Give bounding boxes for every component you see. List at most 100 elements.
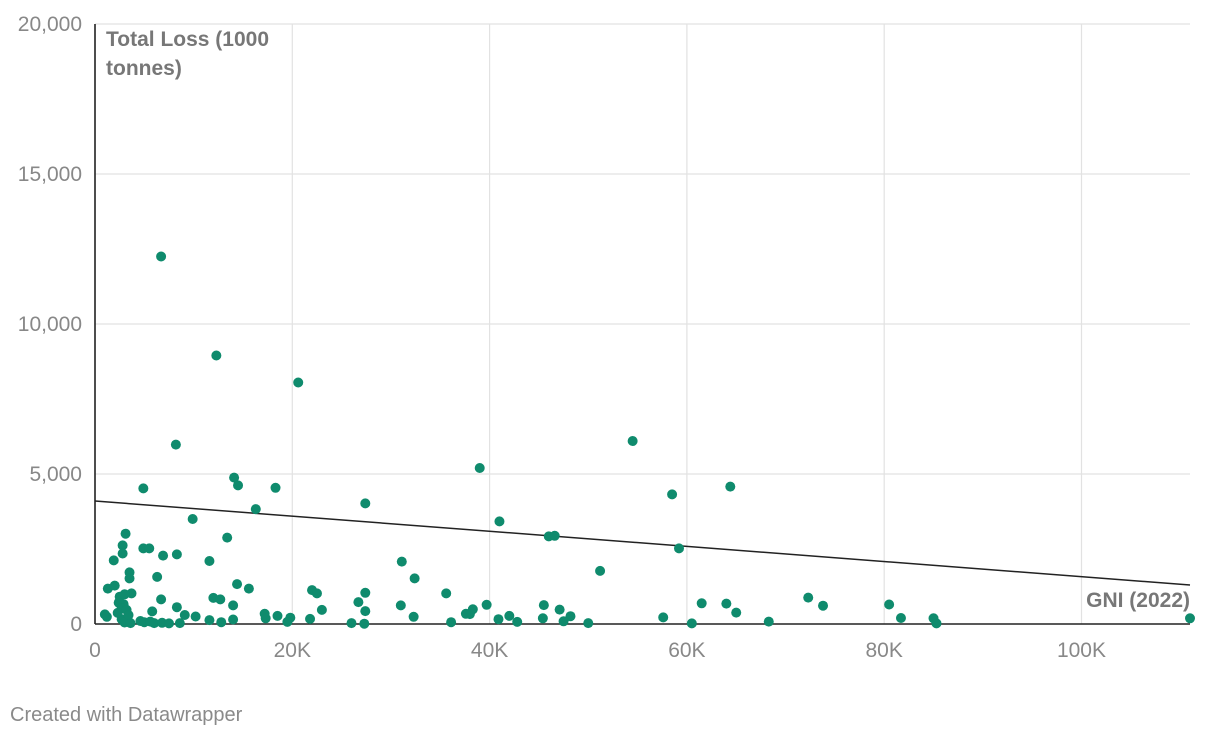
data-point[interactable] xyxy=(803,592,814,603)
data-point[interactable] xyxy=(360,606,371,617)
data-point[interactable] xyxy=(667,489,678,500)
data-point[interactable] xyxy=(395,600,406,611)
data-point[interactable] xyxy=(211,350,222,361)
data-point[interactable] xyxy=(179,610,190,620)
data-point[interactable] xyxy=(627,436,638,446)
data-point[interactable] xyxy=(125,618,136,629)
data-point[interactable] xyxy=(311,588,322,599)
data-point[interactable] xyxy=(731,607,742,618)
data-point[interactable] xyxy=(204,615,215,626)
data-point[interactable] xyxy=(493,614,504,625)
data-point[interactable] xyxy=(170,439,181,450)
data-point[interactable] xyxy=(931,618,942,629)
data-point[interactable] xyxy=(494,516,505,527)
data-point[interactable] xyxy=(895,613,906,623)
data-point[interactable] xyxy=(674,543,684,554)
data-point[interactable] xyxy=(549,530,560,541)
data-point[interactable] xyxy=(460,608,471,619)
credit-text: Created with Datawrapper xyxy=(10,704,243,726)
data-point[interactable] xyxy=(293,377,304,388)
data-point[interactable] xyxy=(686,618,697,629)
data-point[interactable] xyxy=(658,612,669,623)
data-point[interactable] xyxy=(124,573,135,584)
data-point[interactable] xyxy=(204,556,215,566)
data-point[interactable] xyxy=(554,604,565,615)
data-point[interactable] xyxy=(446,617,457,628)
data-point[interactable] xyxy=(109,580,120,591)
data-point[interactable] xyxy=(474,463,485,473)
data-point[interactable] xyxy=(171,549,182,560)
data-point[interactable] xyxy=(233,480,244,491)
data-point[interactable] xyxy=(216,617,227,628)
data-point[interactable] xyxy=(583,618,594,629)
data-point[interactable] xyxy=(537,613,548,624)
data-point[interactable] xyxy=(316,604,327,615)
data-point[interactable] xyxy=(138,483,149,494)
data-point[interactable] xyxy=(725,481,736,492)
x-tick-label: 60K xyxy=(668,639,705,662)
data-point[interactable] xyxy=(565,611,576,622)
data-point[interactable] xyxy=(250,504,261,515)
data-point[interactable] xyxy=(721,598,732,609)
data-point[interactable] xyxy=(360,498,371,509)
data-point[interactable] xyxy=(884,599,895,610)
data-point[interactable] xyxy=(282,616,293,627)
data-point[interactable] xyxy=(763,616,774,627)
scatter-chart: 0 5,000 10,000 15,000 20,000 0 20K 40K 60K 80K 100… xyxy=(18,13,1195,662)
data-point[interactable] xyxy=(174,618,185,629)
data-point[interactable] xyxy=(408,611,419,622)
data-point[interactable] xyxy=(147,606,158,617)
data-point[interactable] xyxy=(101,611,112,622)
data-point[interactable] xyxy=(144,543,155,554)
data-point[interactable] xyxy=(222,532,233,543)
data-point[interactable] xyxy=(409,573,420,584)
data-point[interactable] xyxy=(481,599,492,610)
y-tick-label: 20,000 xyxy=(18,13,82,36)
x-tick-label: 80K xyxy=(866,639,903,662)
data-point[interactable] xyxy=(123,610,134,620)
x-tick-label: 40K xyxy=(471,639,508,662)
data-point[interactable] xyxy=(396,556,407,567)
data-point[interactable] xyxy=(232,579,243,590)
data-point[interactable] xyxy=(215,594,226,605)
data-point[interactable] xyxy=(108,555,119,566)
data-point[interactable] xyxy=(158,550,169,561)
data-point[interactable] xyxy=(346,618,357,629)
data-point[interactable] xyxy=(243,583,254,594)
data-point[interactable] xyxy=(112,607,123,618)
data-point[interactable] xyxy=(119,589,130,600)
data-point[interactable] xyxy=(190,611,201,622)
data-point[interactable] xyxy=(538,600,549,611)
data-point[interactable] xyxy=(187,514,198,524)
data-point[interactable] xyxy=(696,598,707,609)
data-point[interactable] xyxy=(117,548,128,559)
data-point[interactable] xyxy=(595,565,606,576)
data-point[interactable] xyxy=(305,613,316,624)
data-point[interactable] xyxy=(818,600,829,611)
data-point[interactable] xyxy=(504,610,515,621)
data-point[interactable] xyxy=(272,610,283,621)
data-point[interactable] xyxy=(353,597,364,608)
data-point[interactable] xyxy=(228,600,239,611)
data-point[interactable] xyxy=(512,616,523,627)
data-point[interactable] xyxy=(260,613,271,624)
data-point[interactable] xyxy=(156,594,167,605)
axes xyxy=(94,24,1190,625)
y-axis-title-line-2: tonnes) xyxy=(106,57,182,80)
data-point[interactable] xyxy=(117,540,128,551)
data-point[interactable] xyxy=(229,472,240,483)
x-axis-title: GNI (2022) xyxy=(1086,589,1190,612)
data-point[interactable] xyxy=(152,571,163,582)
data-point[interactable] xyxy=(441,588,452,599)
data-point[interactable] xyxy=(359,618,370,629)
data-point[interactable] xyxy=(156,251,167,262)
data-point[interactable] xyxy=(360,587,371,598)
data-point[interactable] xyxy=(558,616,569,627)
data-point[interactable] xyxy=(120,528,131,539)
data-point[interactable] xyxy=(1185,613,1195,624)
data-point[interactable] xyxy=(228,614,239,625)
data-point[interactable] xyxy=(171,602,182,613)
data-point[interactable] xyxy=(270,482,281,493)
data-point[interactable] xyxy=(163,618,174,629)
data-point[interactable] xyxy=(149,618,160,629)
